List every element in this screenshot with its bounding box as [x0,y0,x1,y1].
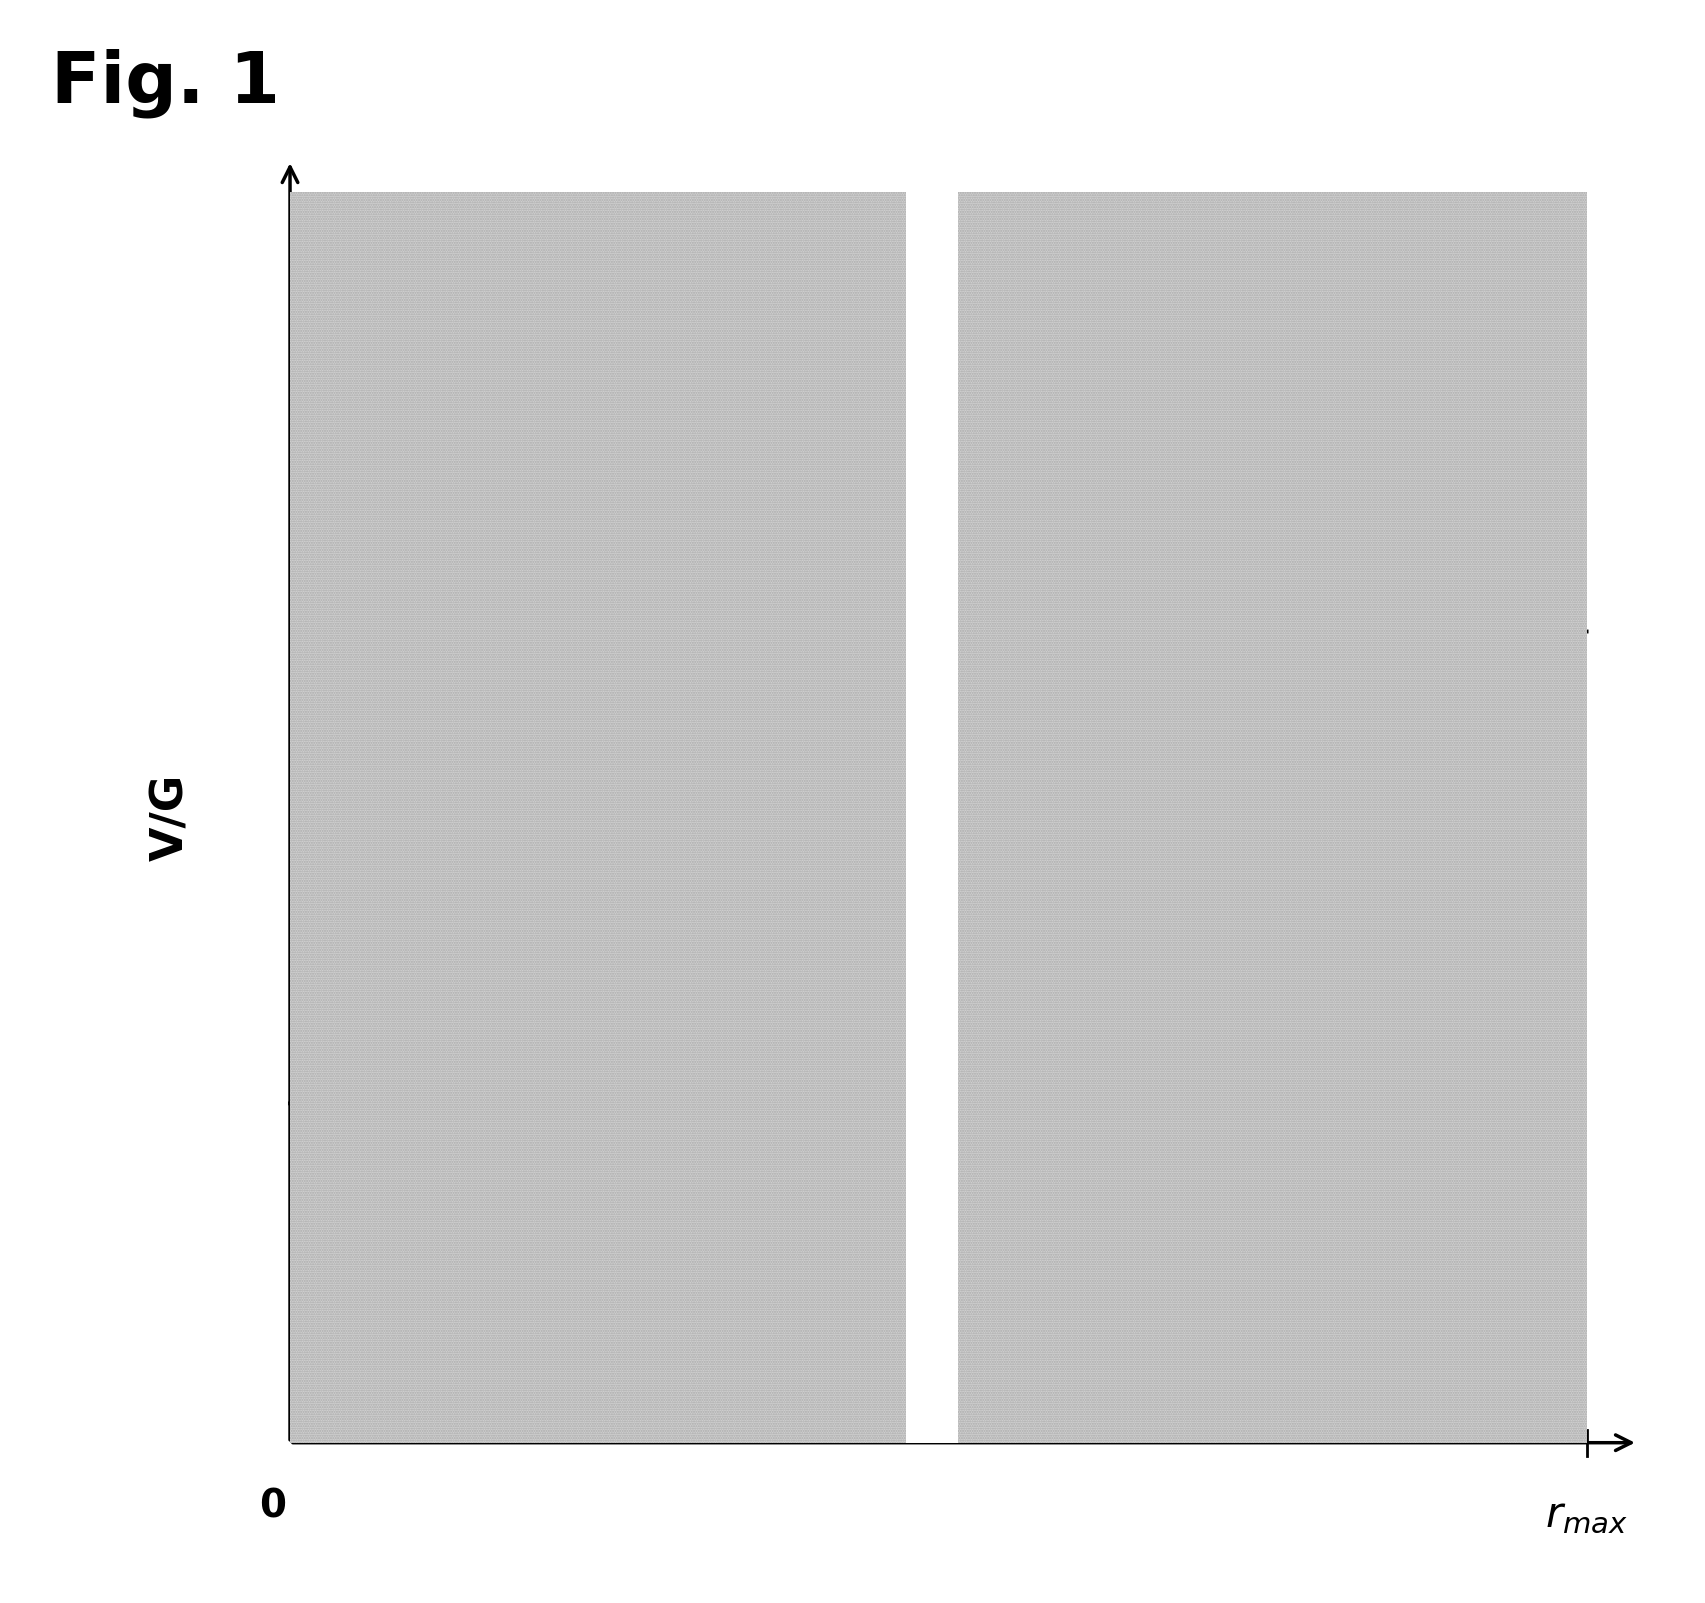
Text: $r_{max}$: $r_{max}$ [1545,1494,1627,1536]
Text: found:
A defects: found: A defects [1171,470,1326,540]
Text: Fig. 1: Fig. 1 [51,48,280,117]
Text: found:
COP defects: found: COP defects [474,470,677,540]
Text: expected:
A defects: expected: A defects [493,1194,658,1266]
Text: expected:
COP defects: expected: COP defects [1147,1194,1350,1266]
Text: 0: 0 [259,1488,286,1526]
Text: V/G: V/G [148,774,193,861]
